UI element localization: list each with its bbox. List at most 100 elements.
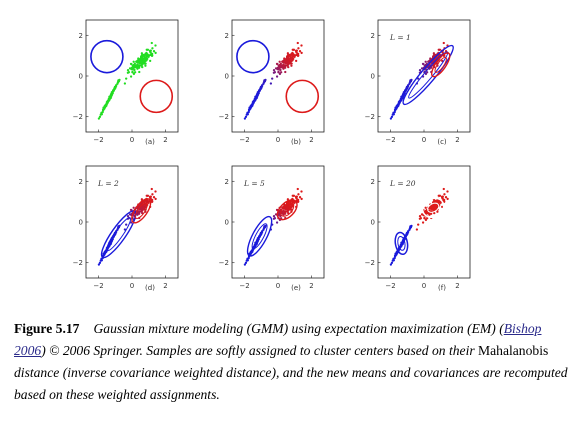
- data-point: [295, 51, 298, 54]
- data-point: [285, 57, 289, 60]
- data-point: [280, 71, 283, 74]
- data-point: [98, 261, 102, 264]
- citation-link[interactable]: Bishop 2006: [14, 321, 542, 358]
- x-tick-label: −2: [93, 282, 103, 290]
- data-point: [149, 59, 152, 63]
- data-point: [131, 71, 134, 74]
- data-point: [152, 196, 156, 199]
- data-point: [138, 58, 141, 62]
- data-point: [126, 68, 130, 72]
- data-point: [279, 64, 282, 67]
- data-point: [145, 59, 148, 62]
- y-tick-label: −2: [219, 259, 229, 267]
- data-point: [140, 209, 143, 212]
- data-point: [288, 207, 291, 210]
- data-point: [424, 206, 427, 209]
- data-point: [254, 99, 257, 102]
- data-point: [255, 96, 258, 99]
- data-point: [390, 261, 394, 264]
- panel-a: −2 0 2 2 0 −2 (a): [73, 19, 179, 146]
- data-point: [110, 239, 114, 243]
- x-tick-label: 0: [130, 282, 134, 290]
- data-point: [244, 261, 248, 264]
- data-point: [273, 71, 277, 74]
- data-point: [282, 210, 286, 213]
- data-point: [251, 249, 254, 253]
- data-point: [444, 196, 448, 199]
- data-point: [293, 201, 296, 204]
- data-point: [260, 230, 264, 233]
- data-point: [98, 115, 102, 118]
- data-point: [406, 230, 410, 233]
- iteration-label: L = 5: [243, 179, 265, 188]
- y-tick-label: 0: [225, 73, 229, 81]
- data-point: [147, 201, 150, 204]
- x-tick-label: 0: [276, 136, 280, 144]
- data-point: [140, 198, 144, 201]
- data-point: [131, 64, 134, 68]
- panel-c: −2 0 2 2 0 −2 (c) L = 1: [365, 19, 471, 146]
- red-component-circle: [285, 79, 320, 114]
- data-point: [281, 60, 284, 63]
- data-point: [437, 199, 440, 203]
- caption-paren-close: ): [41, 343, 46, 358]
- data-point: [152, 50, 156, 53]
- data-point: [132, 206, 135, 209]
- data-point: [296, 54, 300, 58]
- data-point: [126, 214, 130, 218]
- data-point: [426, 71, 429, 74]
- data-point: [434, 204, 437, 207]
- data-point: [135, 60, 138, 63]
- x-tick-label: −2: [385, 136, 395, 144]
- data-point: [97, 263, 101, 266]
- x-tick-label: 2: [163, 136, 167, 144]
- data-point: [291, 194, 294, 197]
- data-point: [246, 113, 249, 116]
- data-point: [286, 209, 289, 212]
- data-point: [154, 44, 157, 47]
- gmm-figure: −2 0 220−2(a) −2 0 220−2(b) −2 0 220−2(c)L = 1−2…: [73, 19, 471, 292]
- data-point: [442, 187, 445, 191]
- data-point: [108, 245, 111, 248]
- data-point: [277, 71, 280, 74]
- data-point: [151, 193, 154, 196]
- data-point: [291, 205, 294, 208]
- y-tick-label: 2: [225, 178, 229, 186]
- data-point: [262, 227, 266, 230]
- data-point: [434, 207, 437, 210]
- data-point: [433, 211, 436, 215]
- x-tick-label: −2: [385, 282, 395, 290]
- y-tick-label: 0: [79, 73, 83, 81]
- x-tick-label: 2: [163, 282, 167, 290]
- data-point: [424, 72, 428, 76]
- data-point: [441, 205, 444, 209]
- data-point: [288, 58, 291, 61]
- data-point: [409, 79, 412, 82]
- caption-label: Figure 5.17: [14, 321, 80, 336]
- x-tick-label: −2: [239, 282, 249, 290]
- data-point: [425, 210, 428, 213]
- data-point: [275, 75, 279, 78]
- data-point: [108, 99, 111, 102]
- data-point: [409, 225, 412, 228]
- data-point: [442, 41, 445, 45]
- data-point: [150, 41, 153, 45]
- data-point: [251, 103, 254, 107]
- data-point: [148, 195, 152, 198]
- data-point: [133, 68, 136, 72]
- blue-ellipse-outer: [402, 44, 454, 106]
- y-tick-label: 2: [79, 32, 83, 40]
- data-point: [400, 245, 403, 248]
- data-point: [150, 187, 153, 191]
- data-point: [140, 52, 144, 55]
- y-tick-label: 2: [371, 178, 375, 186]
- data-point: [432, 52, 436, 55]
- data-point: [255, 242, 258, 245]
- data-point: [150, 200, 154, 204]
- caption-text-3: distance (: [14, 365, 68, 380]
- data-point: [436, 210, 439, 213]
- data-point: [290, 64, 293, 67]
- data-point: [404, 89, 407, 92]
- data-point: [145, 194, 148, 197]
- data-point: [389, 117, 393, 120]
